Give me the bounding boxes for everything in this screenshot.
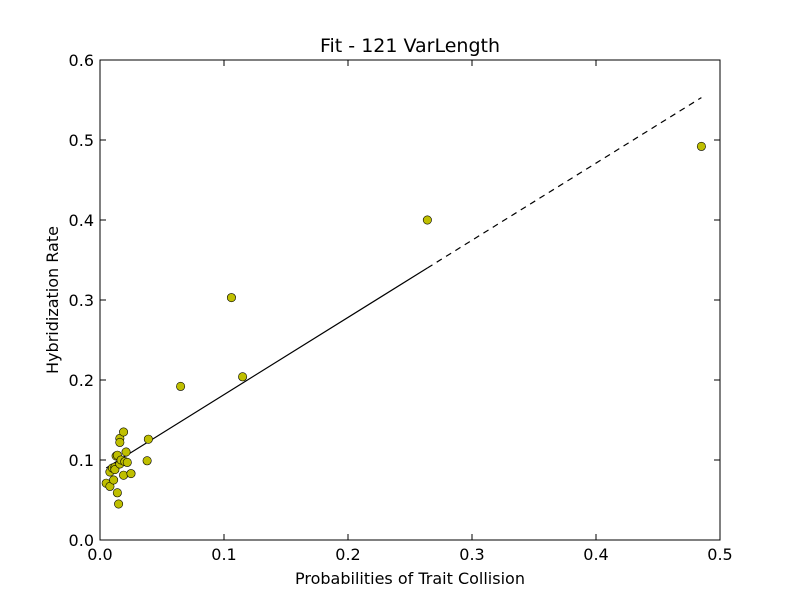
y-tick-label: 0.0 <box>69 531 94 550</box>
data-point <box>115 437 125 447</box>
axis-ticks: 0.0 0.1 0.2 0.3 0.4 0.5 0.0 0.1 0.2 0.3 0.4 0.5 0.6 <box>69 51 733 564</box>
data-point <box>696 141 706 151</box>
x-axis-label: Probabilities of Trait Collision <box>295 569 525 588</box>
y-tick-label: 0.5 <box>69 131 94 150</box>
data-point <box>238 372 248 382</box>
y-tick-label: 0.2 <box>69 371 94 390</box>
x-tick-label: 0.2 <box>335 545 360 564</box>
data-point <box>226 293 236 303</box>
data-point <box>119 427 129 437</box>
data-point <box>176 381 186 391</box>
y-axis-label: Hybridization Rate <box>43 226 62 374</box>
plot-marks <box>101 97 706 509</box>
y-tick-label: 0.3 <box>69 291 94 310</box>
y-tick-label: 0.4 <box>69 211 94 230</box>
data-point <box>109 475 119 485</box>
x-tick-label: 0.0 <box>87 545 112 564</box>
data-point <box>119 470 129 480</box>
data-point <box>112 488 122 498</box>
y-tick-label: 0.1 <box>69 451 94 470</box>
data-point <box>114 499 124 509</box>
plot-frame <box>99 59 721 541</box>
data-point <box>126 469 136 479</box>
data-point <box>122 457 132 467</box>
y-tick-label: 0.6 <box>69 51 94 70</box>
data-point <box>110 465 120 475</box>
fit-line-dashed <box>427 97 702 269</box>
data-point <box>121 447 131 457</box>
x-tick-label: 0.5 <box>707 545 732 564</box>
data-point <box>142 456 152 466</box>
data-point <box>422 215 432 225</box>
chart-title: Fit - 121 VarLength <box>320 35 500 57</box>
data-point <box>143 434 153 444</box>
x-tick-label: 0.3 <box>459 545 484 564</box>
x-tick-label: 0.4 <box>583 545 608 564</box>
fit-line-solid <box>105 267 428 469</box>
x-tick-label: 0.1 <box>211 545 236 564</box>
